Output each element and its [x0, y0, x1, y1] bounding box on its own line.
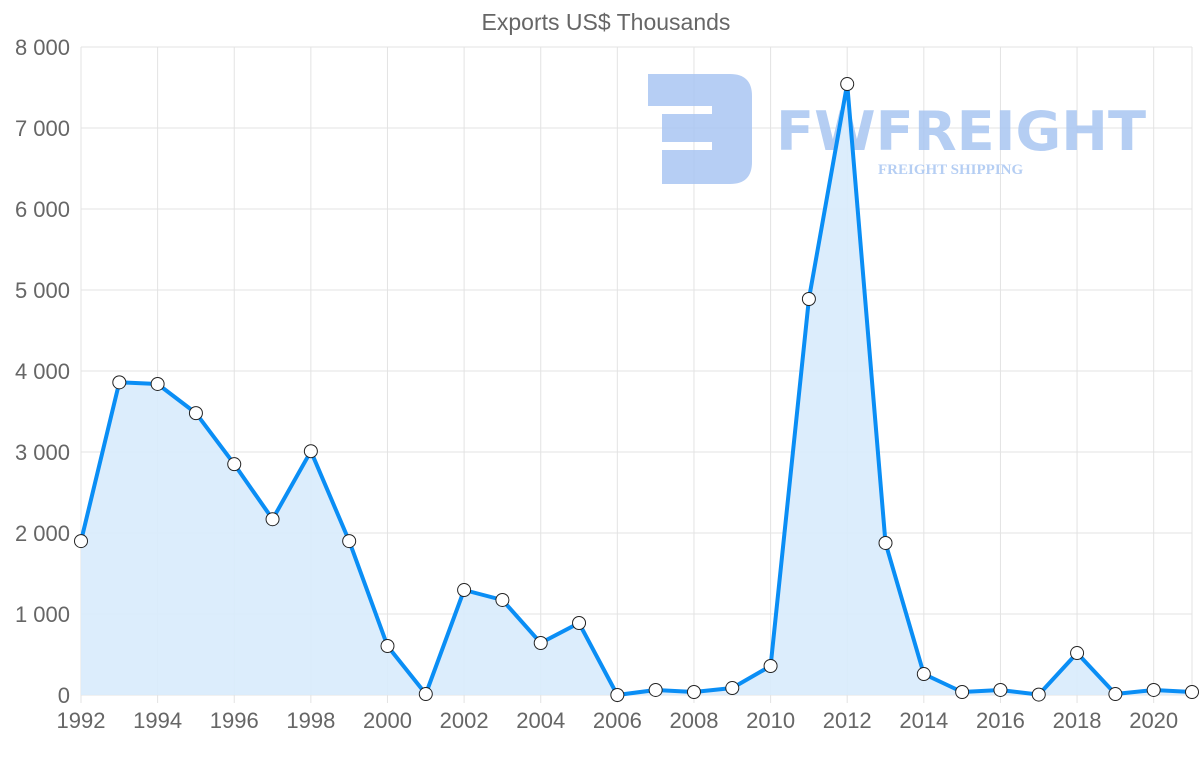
x-tick-label: 2000 — [363, 708, 412, 733]
y-axis-ticks: 0 1 000 2 000 3 000 4 000 5 000 6 000 7 000 8 00… — [15, 35, 70, 708]
x-tick-label: 1994 — [133, 708, 182, 733]
y-tick-label: 2 000 — [15, 521, 70, 546]
x-tick-label: 2012 — [823, 708, 872, 733]
y-tick-label: 3 000 — [15, 440, 70, 465]
y-tick-label: 8 000 — [15, 35, 70, 60]
y-tick-label: 1 000 — [15, 602, 70, 627]
chart-title: Exports US$ Thousands — [482, 9, 731, 35]
logo-mark — [648, 74, 752, 184]
data-points — [74, 77, 1199, 702]
data-point — [610, 688, 625, 702]
data-point — [955, 685, 970, 700]
data-point — [265, 512, 280, 527]
data-point — [840, 77, 855, 92]
y-tick-label: 4 000 — [15, 359, 70, 384]
data-point — [1070, 646, 1085, 661]
x-tick-label: 2014 — [899, 708, 948, 733]
x-tick-label: 2016 — [976, 708, 1025, 733]
data-point — [1146, 682, 1161, 697]
data-point — [801, 291, 816, 306]
y-tick-label: 6 000 — [15, 197, 70, 222]
x-tick-label: 2006 — [593, 708, 642, 733]
x-tick-label: 2008 — [669, 708, 718, 733]
watermark-logo: FWFREIGHT FREIGHT SHIPPING — [648, 74, 1146, 184]
data-point — [303, 444, 318, 459]
data-point — [1031, 687, 1046, 702]
x-tick-label: 1998 — [286, 708, 335, 733]
data-point — [916, 667, 931, 682]
data-point — [993, 682, 1008, 697]
x-tick-label: 1996 — [210, 708, 259, 733]
watermark-tagline: FREIGHT SHIPPING — [878, 162, 1023, 178]
data-point — [725, 681, 740, 696]
data-point — [533, 635, 548, 650]
x-tick-label: 2004 — [516, 708, 565, 733]
y-tick-label: 0 — [58, 683, 70, 708]
data-point — [150, 376, 165, 391]
series-area-fill — [81, 84, 1192, 695]
x-tick-label: 2002 — [440, 708, 489, 733]
data-point — [686, 685, 701, 700]
x-axis-ticks: 1992 1994 1996 1998 2000 2002 2004 2006 2008 2010… — [57, 708, 1179, 733]
grid — [80, 46, 1193, 703]
data-point — [457, 583, 472, 598]
x-tick-label: 1992 — [57, 708, 106, 733]
data-point — [188, 406, 203, 421]
data-point — [380, 638, 395, 653]
data-point — [74, 534, 88, 549]
watermark-brand: FWFREIGHT — [776, 100, 1146, 163]
data-point — [878, 535, 893, 550]
y-tick-label: 5 000 — [15, 278, 70, 303]
data-point — [112, 375, 127, 390]
data-point — [1108, 687, 1123, 702]
data-point — [227, 457, 242, 472]
data-point — [1185, 685, 1199, 700]
x-tick-label: 2018 — [1053, 708, 1102, 733]
data-point — [418, 687, 433, 702]
data-point — [342, 534, 357, 549]
data-point — [763, 659, 778, 674]
x-tick-label: 2010 — [746, 708, 795, 733]
data-point — [572, 615, 587, 630]
y-tick-label: 7 000 — [15, 116, 70, 141]
x-tick-label: 2020 — [1129, 708, 1178, 733]
data-point — [495, 592, 510, 607]
data-point — [648, 682, 663, 697]
